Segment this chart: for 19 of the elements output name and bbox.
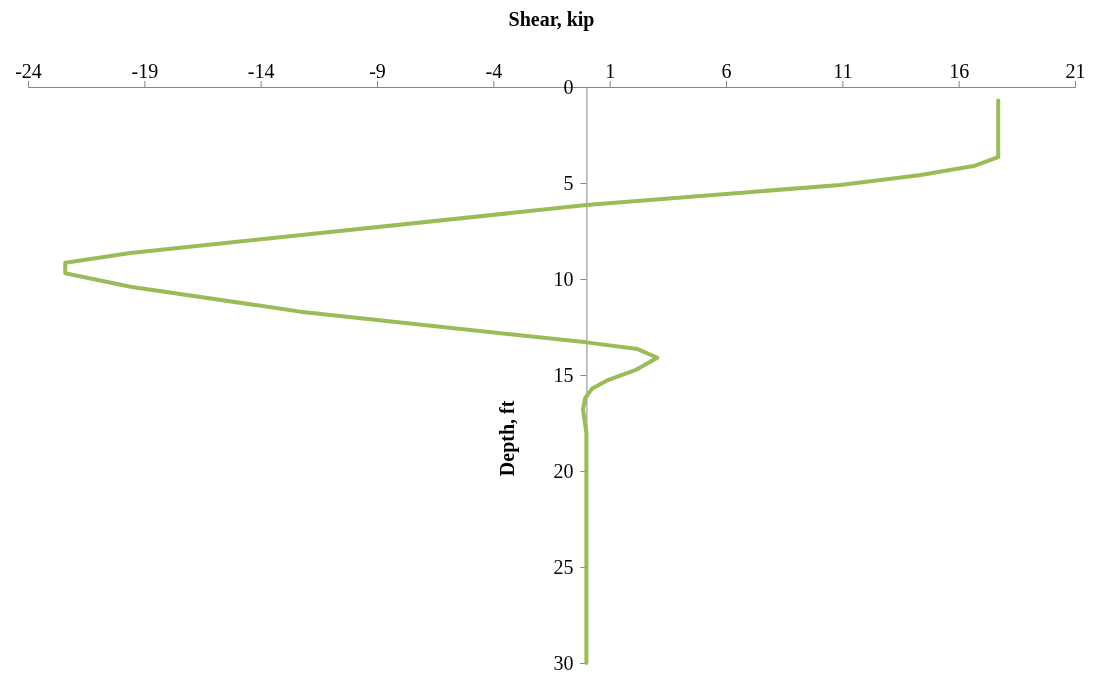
x-tick-label: -14: [247, 60, 275, 82]
x-tick-label: -4: [485, 60, 503, 82]
y-tick-label: 30: [553, 651, 574, 674]
x-tick-label: 6: [721, 60, 732, 82]
y-tick-label: 10: [553, 267, 574, 290]
x-axis-title: Shear, kip: [508, 8, 595, 31]
x-tick-label: 11: [833, 60, 853, 82]
x-tick-label: -24: [15, 60, 42, 82]
x-tick-label: -9: [369, 60, 386, 82]
x-tick-label: 21: [1065, 60, 1086, 82]
y-axis-title: Depth, ft: [496, 400, 520, 477]
y-tick-label: 25: [553, 555, 574, 578]
y-tick-label: 5: [563, 171, 574, 194]
x-tick-label: -19: [131, 60, 159, 82]
y-tick-label: 20: [553, 459, 574, 482]
y-tick-label: 15: [553, 363, 574, 386]
y-tick-label: 0: [563, 75, 574, 98]
x-tick-label: 1: [605, 60, 616, 82]
x-tick-label: 16: [949, 60, 970, 82]
